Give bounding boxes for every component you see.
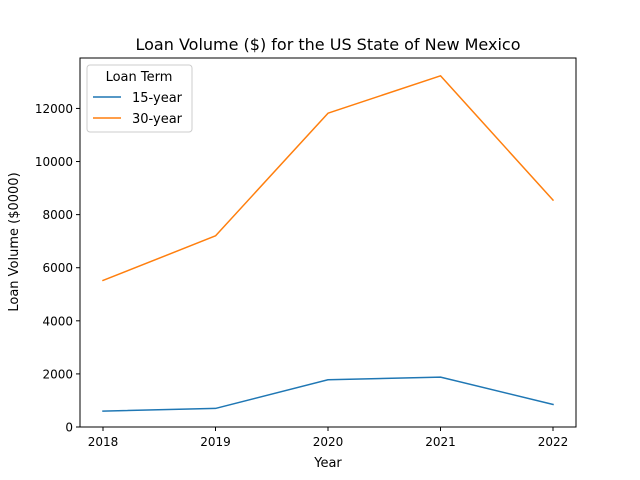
chart-title: Loan Volume ($) for the US State of New … xyxy=(136,35,521,54)
y-tick-label-0: 0 xyxy=(65,421,73,435)
x-tick-label-2020: 2020 xyxy=(313,435,344,449)
plot-lines xyxy=(102,75,555,412)
x-axis: 2018 2019 2020 2021 2022 xyxy=(88,427,569,449)
series-line-15-year xyxy=(102,376,554,412)
x-axis-label: Year xyxy=(313,456,342,471)
y-tick-label-2000: 2000 xyxy=(42,367,73,381)
y-tick-label-8000: 8000 xyxy=(42,208,73,222)
x-tick-label-2018: 2018 xyxy=(88,435,119,449)
legend-entries: 15-year 30-year xyxy=(93,91,183,127)
legend-label-15-year: 15-year xyxy=(132,91,183,106)
y-axis-label: Loan Volume ($0000) xyxy=(7,172,22,311)
x-tick-label-2021: 2021 xyxy=(425,435,456,449)
x-tick-label-2022: 2022 xyxy=(538,435,569,449)
series-line-30-year xyxy=(102,75,555,282)
y-tick-label-12000: 12000 xyxy=(35,102,73,116)
legend-label-30-year: 30-year xyxy=(132,112,183,127)
y-tick-label-10000: 10000 xyxy=(35,155,73,169)
legend-title: Loan Term xyxy=(106,70,173,85)
y-tick-label-4000: 4000 xyxy=(42,314,73,328)
legend-box xyxy=(86,64,193,133)
y-axis: 0 2000 4000 6000 8000 10000 12000 xyxy=(35,102,80,435)
x-tick-label-2019: 2019 xyxy=(200,435,231,449)
legend[interactable]: Loan Term 15-year 30-year xyxy=(86,64,193,133)
y-tick-label-6000: 6000 xyxy=(42,261,73,275)
